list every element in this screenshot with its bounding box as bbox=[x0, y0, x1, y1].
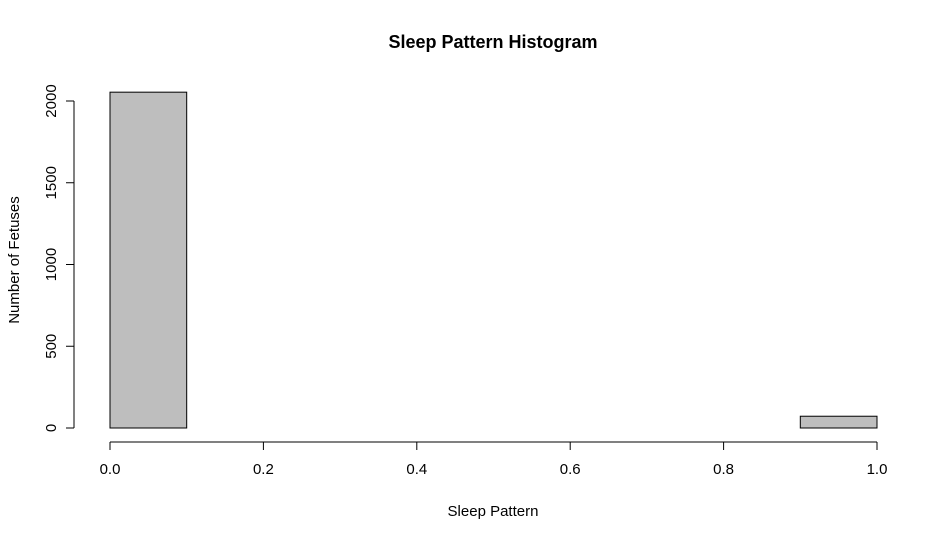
y-axis: 0 500 1000 1500 2000 bbox=[43, 84, 75, 432]
x-tick-label: 0.0 bbox=[100, 461, 121, 478]
bars-group bbox=[109, 91, 878, 429]
y-tick-label: 500 bbox=[43, 334, 60, 359]
x-tick-label: 0.8 bbox=[713, 461, 734, 478]
x-tick-label: 0.2 bbox=[253, 461, 274, 478]
x-axis: 0.0 0.2 0.4 0.6 0.8 1.0 bbox=[100, 441, 888, 478]
y-axis-label: Number of Fetuses bbox=[6, 196, 23, 324]
histogram-bar-9 bbox=[799, 415, 878, 429]
y-tick-label: 2000 bbox=[43, 84, 60, 117]
x-axis-label: Sleep Pattern bbox=[448, 503, 539, 520]
x-tick-label: 1.0 bbox=[867, 461, 888, 478]
y-tick-label: 0 bbox=[43, 424, 60, 432]
y-tick-label: 1500 bbox=[43, 166, 60, 199]
chart-title: Sleep Pattern Histogram bbox=[388, 32, 597, 52]
x-tick-label: 0.6 bbox=[560, 461, 581, 478]
x-tick-label: 0.4 bbox=[406, 461, 427, 478]
histogram-bar-0 bbox=[109, 91, 188, 429]
y-tick-label: 1000 bbox=[43, 248, 60, 281]
